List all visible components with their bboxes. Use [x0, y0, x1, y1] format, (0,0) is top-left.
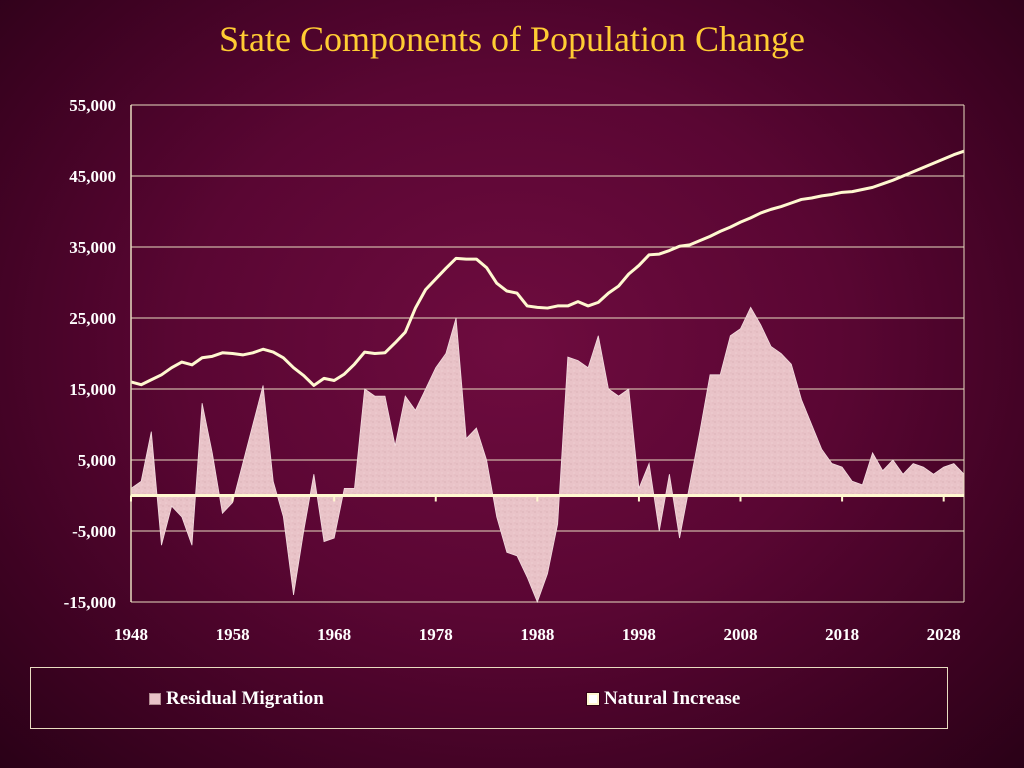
- y-tick-labels: 55,000 45,000 35,000 25,000 15,000 5,000 -5,00…: [64, 96, 116, 612]
- y-tick-label: -5,000: [72, 522, 116, 541]
- x-tick-label: 2018: [825, 625, 859, 644]
- y-tick-label: 15,000: [69, 380, 116, 399]
- legend-label-natural-increase: Natural Increase: [604, 688, 741, 709]
- y-tick-label: 5,000: [78, 451, 116, 470]
- residual-migration-area: [130, 306, 965, 604]
- x-tick-label: 1998: [622, 625, 656, 644]
- residual-migration-swatch-icon: [149, 693, 161, 705]
- legend: Residual Migration Natural Increase: [30, 667, 948, 729]
- y-tick-label: 25,000: [69, 309, 116, 328]
- y-tick-label: -15,000: [64, 593, 116, 612]
- legend-label-residual-migration: Residual Migration: [166, 688, 324, 709]
- y-tick-label: 35,000: [69, 238, 116, 257]
- x-tick-label: 1958: [216, 625, 250, 644]
- chart-title: State Components of Population Change: [219, 19, 805, 59]
- axes: [130, 105, 965, 602]
- y-tick-label: 55,000: [69, 96, 116, 115]
- natural-increase-line: [130, 149, 965, 387]
- residual-migration-area-layer: [130, 306, 965, 604]
- legend-item-residual-migration: Residual Migration: [149, 688, 324, 710]
- x-tick-label: 1948: [114, 625, 148, 644]
- x-tick-label: 1978: [419, 625, 453, 644]
- grid-lines: [131, 104, 964, 603]
- natural-increase-line-layer: [130, 149, 965, 387]
- natural-increase-swatch-icon: [586, 692, 600, 706]
- x-tick-label: 2008: [724, 625, 758, 644]
- x-tick-labels: 1948 1958 1968 1978 1988 1998 2008 2018 2028: [114, 625, 961, 644]
- chart-svg: 55,000 45,000 35,000 25,000 15,000 5,000 -5,00…: [64, 96, 965, 644]
- x-tick-label: 1988: [520, 625, 554, 644]
- x-tick-label: 1968: [317, 625, 351, 644]
- legend-item-natural-increase: Natural Increase: [586, 688, 741, 710]
- x-tick-label: 2028: [927, 625, 961, 644]
- y-tick-label: 45,000: [69, 167, 116, 186]
